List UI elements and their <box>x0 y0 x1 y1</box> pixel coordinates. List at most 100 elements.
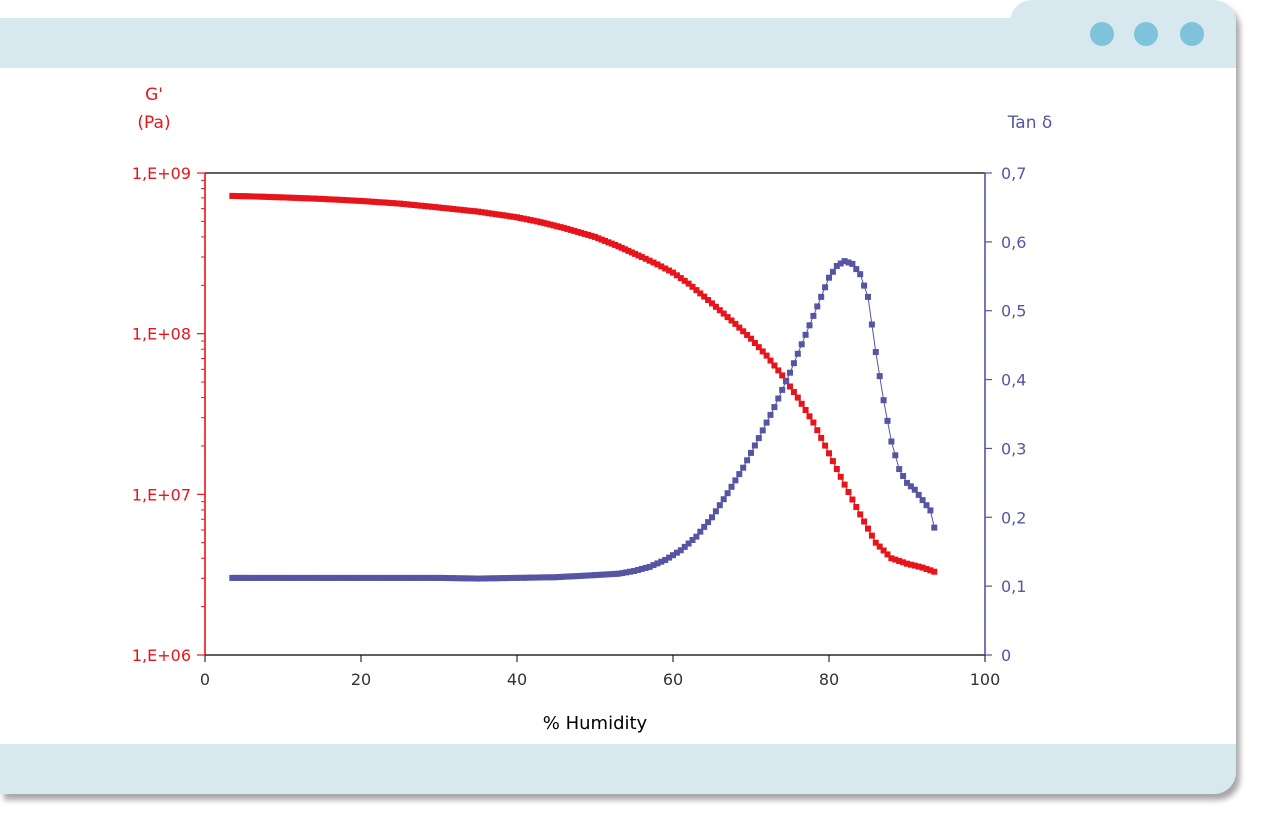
tan-delta-point <box>361 574 368 581</box>
tan-delta-point <box>524 574 531 581</box>
g-prime-point <box>736 324 743 331</box>
g-prime-point <box>301 195 308 202</box>
g-prime-point <box>907 561 914 568</box>
x-axis-label: % Humidity <box>543 713 648 734</box>
tan-delta-point <box>619 570 626 577</box>
tan-delta-point <box>503 575 510 582</box>
g-prime-point <box>763 352 770 359</box>
g-prime-point <box>503 212 510 219</box>
y-right-tick-label: 0 <box>1001 646 1011 665</box>
tan-delta-point <box>549 574 556 581</box>
x-tick-label: 20 <box>351 670 371 689</box>
g-prime-point <box>892 556 899 563</box>
bottom-bar <box>0 744 1236 794</box>
tan-delta-point <box>425 574 432 581</box>
tan-delta-point <box>276 574 283 581</box>
g-prime-point <box>499 212 506 219</box>
tan-delta-point <box>841 258 848 265</box>
tan-delta-point <box>560 573 567 580</box>
g-prime-point <box>612 241 619 248</box>
tan-delta-point <box>372 574 379 581</box>
tan-delta-point <box>931 524 938 531</box>
tan-delta-point <box>521 574 528 581</box>
g-prime-point <box>319 195 325 202</box>
tan-delta-point <box>732 477 739 484</box>
tan-delta-point <box>658 558 665 565</box>
g-prime-point <box>728 317 735 324</box>
g-prime-point <box>865 525 871 532</box>
tan-delta-point <box>262 574 269 581</box>
tan-delta-point <box>556 574 563 580</box>
tan-delta-point <box>888 438 895 445</box>
g-prime-point <box>751 340 758 346</box>
tan-delta-point <box>443 575 450 581</box>
g-prime-point <box>755 344 762 351</box>
app-window: 0 20 40 60 80 100 1,E+06 1,E+07 1,E+08 1,E+09 0 0,1… <box>0 0 1236 794</box>
tan-delta-point <box>514 574 520 581</box>
tan-delta-point <box>822 284 829 291</box>
g-prime-point <box>510 213 517 220</box>
g-prime-point <box>615 243 622 250</box>
g-prime-point <box>927 567 934 574</box>
g-prime-point <box>853 504 860 510</box>
tan-delta-point <box>720 496 727 503</box>
window-control-dot-1[interactable] <box>1090 22 1114 46</box>
g-prime-point <box>322 196 329 203</box>
g-prime-point <box>471 208 478 215</box>
g-prime-point <box>478 209 485 216</box>
g-prime-point <box>681 277 688 284</box>
window-control-dot-3[interactable] <box>1180 22 1204 46</box>
y-left-axis-label-line2: (Pa) <box>137 113 170 133</box>
tan-delta-point <box>297 574 304 581</box>
g-prime-point <box>670 269 676 276</box>
window-control-dot-2[interactable] <box>1134 22 1158 46</box>
tan-delta-point <box>229 574 236 581</box>
humidity-chart: 0 20 40 60 80 100 1,E+06 1,E+07 1,E+08 1,E+09 0 0,1… <box>132 85 1052 734</box>
g-prime-point <box>845 489 852 495</box>
g-prime-point <box>732 320 739 327</box>
g-prime-point <box>567 226 574 233</box>
tan-delta-point <box>826 274 832 281</box>
y-left-tick-label: 1,E+07 <box>132 485 191 504</box>
g-prime-point <box>482 209 489 216</box>
g-prime-point <box>414 202 421 209</box>
tan-delta-point <box>865 293 871 300</box>
tan-delta-point <box>623 569 630 576</box>
g-prime-point <box>677 275 684 282</box>
tan-delta-point <box>814 303 821 310</box>
g-prime-point <box>814 427 821 434</box>
g-prime-point <box>428 203 435 210</box>
tan-delta-point <box>340 574 347 581</box>
tan-delta-point <box>810 312 817 319</box>
g-prime-point <box>248 193 255 200</box>
y-right-tick-label: 0,2 <box>1001 508 1026 527</box>
g-prime-point <box>326 196 333 203</box>
tan-delta-point <box>255 574 262 581</box>
g-prime-point <box>779 372 786 379</box>
g-prime-point <box>287 194 294 201</box>
g-prime-point <box>382 199 389 206</box>
g-prime-point <box>810 419 817 426</box>
tan-delta-point <box>923 502 930 509</box>
tan-delta-point <box>567 573 574 580</box>
tan-delta-point <box>896 466 903 473</box>
g-prime-point <box>759 348 766 355</box>
g-prime-point <box>748 335 754 342</box>
tan-delta-point <box>333 574 340 581</box>
g-prime-point <box>432 204 439 211</box>
g-prime-point <box>340 197 347 203</box>
x-tick-label: 80 <box>819 670 839 689</box>
tan-delta-point <box>884 417 891 424</box>
g-prime-point <box>915 563 922 570</box>
g-prime-point <box>900 559 907 566</box>
g-prime-point <box>662 265 669 272</box>
g-prime-point <box>276 194 283 201</box>
tan-delta-point <box>693 533 700 540</box>
g-prime-point <box>837 473 844 480</box>
tan-delta-point <box>849 260 856 267</box>
g-prime-series-line <box>232 195 935 573</box>
tan-delta-point <box>709 514 715 521</box>
g-prime-point <box>400 201 407 207</box>
tan-delta-point <box>450 575 457 582</box>
tan-delta-point <box>880 397 887 404</box>
